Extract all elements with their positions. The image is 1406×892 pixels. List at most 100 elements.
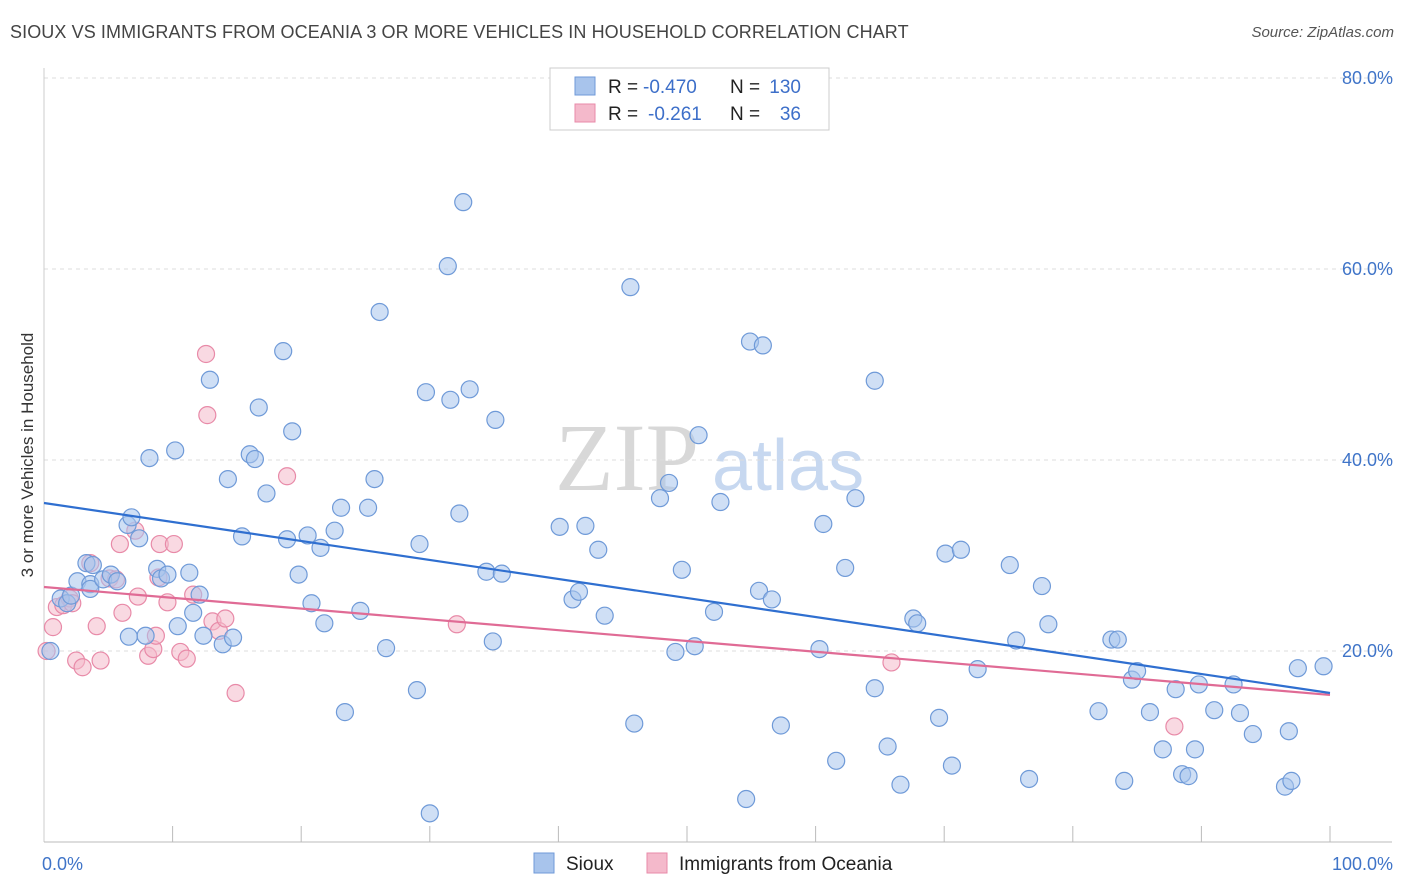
sioux-point-66 <box>550 517 569 536</box>
oceania-point-29 <box>198 406 217 425</box>
sioux-point-108 <box>1039 615 1058 634</box>
sioux-point-61 <box>460 380 479 399</box>
sioux-point-49 <box>358 498 378 517</box>
sioux-point-45 <box>325 521 344 540</box>
oceania-point-15 <box>113 603 132 622</box>
oceania-point-37 <box>1165 717 1184 736</box>
sioux-point-60 <box>454 193 473 212</box>
sioux-point-91 <box>836 558 855 578</box>
bottom-legend-swatch-sioux <box>533 852 555 874</box>
trend-line-oceania <box>43 585 1331 697</box>
sioux-point-44 <box>315 614 334 633</box>
oceania-point-33 <box>226 683 245 703</box>
oceania-point-11 <box>91 651 110 670</box>
tick-labels: 20.0% 40.0% 60.0% 80.0% 0.0% 100.0% <box>42 68 1393 874</box>
sioux-point-54 <box>410 534 429 554</box>
sioux-point-98 <box>908 614 927 633</box>
sioux-point-85 <box>749 581 769 600</box>
sioux-point-21 <box>158 565 177 584</box>
sioux-point-86 <box>762 590 781 609</box>
sioux-point-36 <box>257 484 276 503</box>
watermark-atlas: atlas <box>712 426 864 506</box>
sioux-point-8 <box>83 555 102 575</box>
sioux-point-124 <box>1230 703 1250 723</box>
sioux-point-46 <box>331 498 351 517</box>
sioux-point-64 <box>486 410 505 429</box>
sioux-point-101 <box>942 756 962 775</box>
sioux-point-57 <box>438 257 457 276</box>
correlation-legend: R = -0.470 N = 130 R = -0.261 N = 36 <box>549 67 830 131</box>
sioux-point-99 <box>929 708 949 727</box>
sioux-point-71 <box>595 606 614 625</box>
sioux-point-73 <box>625 714 644 733</box>
sioux-point-119 <box>1179 767 1198 786</box>
sioux-point-79 <box>689 426 708 445</box>
legend-n-label-1: N = <box>730 77 760 98</box>
sioux-point-81 <box>711 492 730 512</box>
sioux-point-9 <box>81 579 100 599</box>
sioux-point-82 <box>737 789 756 809</box>
trend-line-sioux <box>43 501 1331 695</box>
series-sioux-points <box>41 193 1333 823</box>
sioux-point-17 <box>136 626 155 645</box>
sioux-point-34 <box>245 449 265 469</box>
sioux-point-40 <box>289 565 308 584</box>
chart-title: SIOUX VS IMMIGRANTS FROM OCEANIA 3 OR MO… <box>10 22 909 42</box>
sioux-point-75 <box>659 473 679 493</box>
oceania-point-10 <box>87 617 106 636</box>
sioux-point-65 <box>492 564 511 583</box>
legend-r-label-2: R = <box>608 104 638 125</box>
oceania-point-36 <box>882 653 901 672</box>
sioux-point-92 <box>846 489 865 508</box>
sioux-point-102 <box>951 540 971 559</box>
sioux-point-80 <box>704 602 724 621</box>
sioux-point-116 <box>1153 740 1172 759</box>
sioux-point-1 <box>41 641 60 661</box>
y-tick-label-4: 80.0% <box>1342 68 1393 88</box>
sioux-point-93 <box>865 679 884 698</box>
sioux-point-42 <box>302 594 321 613</box>
sioux-point-88 <box>810 639 829 659</box>
sioux-point-87 <box>771 716 790 735</box>
sioux-point-90 <box>827 751 846 770</box>
grid-lines <box>44 77 1392 652</box>
sioux-point-31 <box>223 628 243 647</box>
x-tick-label-end: 100.0% <box>1332 854 1393 874</box>
sioux-point-100 <box>936 544 955 563</box>
sioux-point-39 <box>283 422 302 441</box>
sioux-point-89 <box>814 514 833 534</box>
x-tick-label-start: 0.0% <box>42 854 83 874</box>
sioux-point-68 <box>569 582 589 601</box>
sioux-point-50 <box>365 470 384 489</box>
oceania-point-32 <box>216 609 235 628</box>
sioux-point-94 <box>865 371 884 390</box>
y-tick-label-3: 60.0% <box>1342 259 1393 279</box>
sioux-point-84 <box>753 336 772 355</box>
oceania-point-26 <box>177 649 196 668</box>
sioux-point-103 <box>968 660 987 679</box>
sioux-point-52 <box>376 639 396 658</box>
legend-r-value-2: -0.261 <box>648 104 702 125</box>
sioux-point-76 <box>666 642 685 662</box>
sioux-point-55 <box>416 383 436 402</box>
series-legend: Sioux Immigrants from Oceania <box>533 852 893 875</box>
oceania-point-14 <box>110 534 129 554</box>
sioux-point-104 <box>1000 555 1019 575</box>
sioux-point-53 <box>407 681 427 700</box>
sioux-point-47 <box>335 703 355 722</box>
axes <box>43 68 1392 843</box>
legend-n-value-1: 130 <box>769 77 801 98</box>
sioux-point-22 <box>166 441 185 460</box>
sioux-point-27 <box>194 626 213 645</box>
sioux-point-30 <box>218 470 237 489</box>
sioux-point-18 <box>140 448 159 468</box>
sioux-point-35 <box>249 398 268 417</box>
legend-n-label-2: N = <box>730 104 760 125</box>
oceania-point-34 <box>277 467 297 486</box>
sioux-point-117 <box>1166 680 1185 699</box>
sioux-point-105 <box>1007 631 1026 650</box>
sioux-point-24 <box>180 563 199 582</box>
sioux-point-70 <box>589 540 608 559</box>
trend-lines <box>43 501 1331 697</box>
